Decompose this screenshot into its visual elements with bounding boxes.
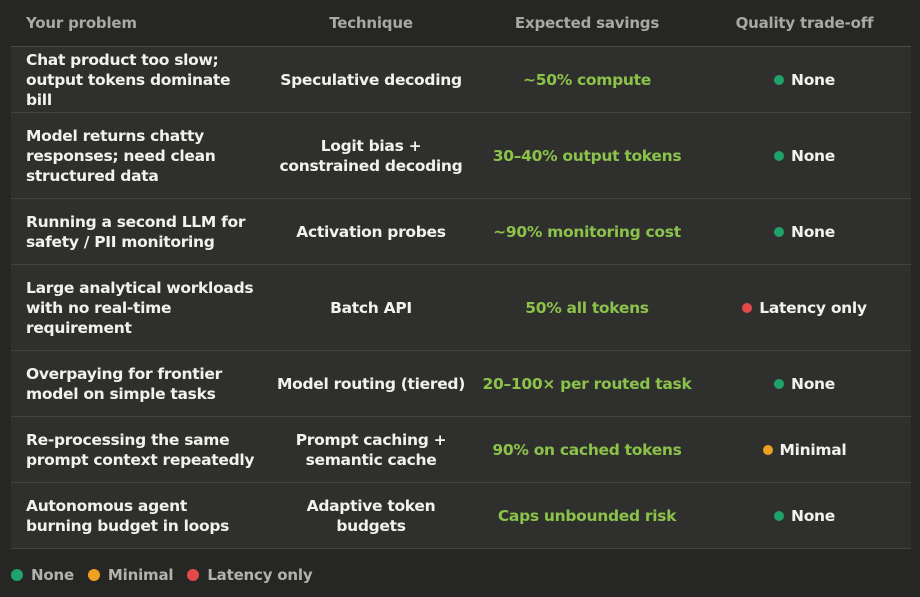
problem-cell: Running a second LLM for safety / PII mo… bbox=[26, 212, 246, 251]
tradeoff-label: None bbox=[791, 374, 835, 393]
status-dot-icon bbox=[774, 150, 785, 161]
technique-cell: Activation probes bbox=[296, 222, 446, 241]
tradeoff-cell: Latency only bbox=[698, 299, 911, 317]
status-dot-icon bbox=[774, 378, 785, 389]
tradeoff-cell: None bbox=[698, 375, 911, 393]
status-dot-icon bbox=[774, 74, 785, 85]
problem-cell: Large analytical workloads with no real-… bbox=[26, 278, 254, 337]
header-problem: Your problem bbox=[26, 14, 137, 32]
table-row: Large analytical workloads with no real-… bbox=[11, 265, 911, 351]
table-row: Autonomous agent burning budget in loops… bbox=[11, 483, 911, 549]
table-row: Re-processing the same prompt context re… bbox=[11, 417, 911, 483]
problem-cell: Re-processing the same prompt context re… bbox=[26, 430, 255, 469]
status-dot-icon bbox=[774, 510, 785, 521]
tradeoff-label: None bbox=[791, 222, 835, 241]
tradeoff-cell: None bbox=[698, 223, 911, 241]
problem-cell: Overpaying for frontier model on simple … bbox=[26, 364, 222, 403]
savings-cell: 30–40% output tokens bbox=[492, 146, 682, 165]
technique-cell: Prompt caching + semantic cache bbox=[295, 430, 447, 469]
tradeoff-label: None bbox=[791, 70, 835, 89]
tradeoff-cell: None bbox=[698, 147, 911, 165]
legend-item-minimal: Minimal bbox=[87, 566, 174, 584]
problem-cell: Autonomous agent burning budget in loops bbox=[26, 496, 230, 535]
legend-label: Latency only bbox=[207, 566, 313, 584]
tradeoff-cell: None bbox=[698, 71, 911, 89]
header-savings: Expected savings bbox=[514, 14, 660, 32]
savings-cell: ~90% monitoring cost bbox=[493, 222, 681, 241]
savings-cell: 90% on cached tokens bbox=[492, 440, 682, 459]
tradeoff-label: Latency only bbox=[759, 298, 867, 317]
table-header: Your problem Technique Expected savings … bbox=[11, 0, 911, 47]
legend-dot-icon bbox=[87, 569, 100, 581]
savings-cell: 20–100× per routed task bbox=[482, 374, 692, 393]
tradeoff-label: None bbox=[791, 506, 835, 525]
status-dot-icon bbox=[762, 444, 773, 455]
legend-item-latency-only: Latency only bbox=[187, 566, 313, 584]
tradeoff-label: Minimal bbox=[779, 440, 847, 459]
tradeoff-cell: None bbox=[698, 507, 911, 525]
problem-cell: Chat product too slow; output tokens dom… bbox=[26, 50, 231, 109]
header-technique: Technique bbox=[329, 14, 413, 32]
savings-cell: ~50% compute bbox=[523, 70, 651, 89]
technique-cell: Model routing (tiered) bbox=[276, 374, 466, 393]
comparison-table: Your problem Technique Expected savings … bbox=[11, 0, 911, 549]
tradeoff-cell: Minimal bbox=[698, 441, 911, 459]
legend-label: None bbox=[31, 566, 74, 584]
technique-cell: Batch API bbox=[330, 298, 412, 317]
table-row: Running a second LLM for safety / PII mo… bbox=[11, 199, 911, 265]
header-tradeoff: Quality trade-off bbox=[735, 14, 874, 32]
legend-item-none: None bbox=[11, 566, 74, 584]
problem-cell: Model returns chatty responses; need cle… bbox=[26, 126, 216, 185]
legend-dot-icon bbox=[187, 569, 200, 581]
savings-cell: Caps unbounded risk bbox=[497, 506, 677, 525]
legend-dot-icon bbox=[11, 569, 23, 581]
legend-label: Minimal bbox=[107, 566, 174, 584]
table-row: Chat product too slow; output tokens dom… bbox=[11, 47, 911, 113]
technique-cell: Adaptive token budgets bbox=[306, 496, 436, 535]
status-dot-icon bbox=[774, 226, 785, 237]
technique-cell: Speculative decoding bbox=[280, 70, 462, 89]
legend: None Minimal Latency only bbox=[11, 566, 326, 584]
table-row: Model returns chatty responses; need cle… bbox=[11, 113, 911, 199]
tradeoff-label: None bbox=[791, 146, 835, 165]
status-dot-icon bbox=[742, 302, 753, 313]
savings-cell: 50% all tokens bbox=[525, 298, 649, 317]
technique-cell: Logit bias + constrained decoding bbox=[279, 136, 463, 175]
table-row: Overpaying for frontier model on simple … bbox=[11, 351, 911, 417]
